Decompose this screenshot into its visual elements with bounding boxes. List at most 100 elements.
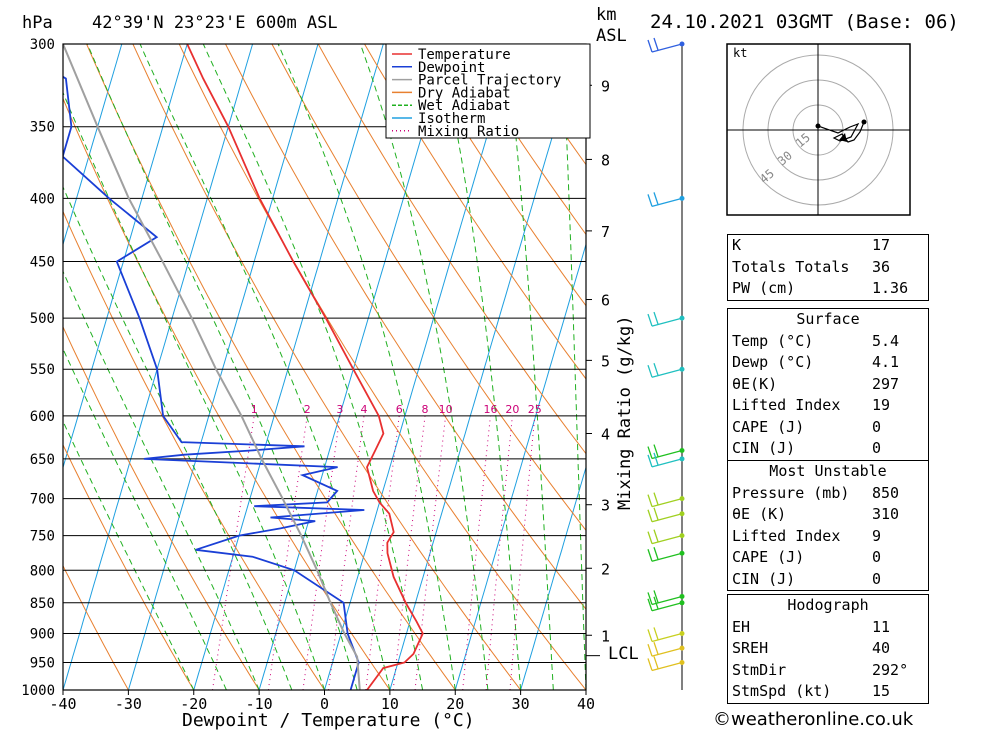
mixing-ratio-tick-label: 2 — [304, 403, 311, 416]
temperature-tick-label: 0 — [320, 695, 329, 713]
row-value: 5.4 — [872, 331, 900, 350]
table-title: Hodograph — [787, 596, 869, 614]
pressure-tick-label: 450 — [30, 255, 55, 271]
wind-level-dot — [679, 593, 685, 599]
pressure-unit: hPa — [22, 13, 53, 33]
dry-adiabat-line — [410, 44, 586, 307]
wind-level-dot — [679, 630, 685, 636]
mixing-ratio-tick-label: 20 — [505, 403, 519, 416]
wind-barb-flag — [647, 598, 653, 612]
table-row: CIN (J) 0 — [728, 569, 928, 591]
wind-level-dot — [679, 533, 685, 539]
row-value: 17 — [872, 236, 891, 254]
plot-frame — [62, 43, 587, 691]
row-value: 0 — [872, 548, 882, 566]
table-row: SREH 40 — [728, 638, 928, 660]
wind-barb-flag — [647, 39, 653, 53]
km-tick-label: 9 — [601, 77, 610, 95]
wind-barb-flag — [653, 529, 659, 542]
legend-item: Dewpoint — [418, 60, 485, 76]
legend-item: Temperature — [418, 47, 511, 63]
lcl-label: LCL — [608, 644, 639, 664]
wind-barb-flag — [653, 444, 659, 457]
wind-barb — [651, 632, 683, 643]
surface-table: Surface Temp (°C) 5.4 Dewp (°C) 4.1 θE(K) 297 L… — [727, 308, 929, 461]
table-row: Lifted Index 19 — [728, 395, 928, 417]
temperature-line — [186, 44, 424, 690]
legend-item: Isotherm — [418, 111, 485, 127]
pressure-tick-label: 500 — [30, 311, 55, 327]
dewpoint-line — [63, 75, 365, 690]
table-title: Surface — [796, 310, 860, 328]
pressure-tick-label: 700 — [30, 492, 55, 508]
row-key: CAPE (J) — [732, 548, 805, 566]
wet-adiabat-line — [359, 44, 489, 690]
row-value: 15 — [872, 682, 891, 700]
mixing-ratio-tick-label: 1 — [251, 403, 258, 416]
row-value: 4.1 — [872, 353, 900, 371]
wind-barb-flag — [653, 452, 659, 466]
wind-barb — [651, 602, 683, 612]
parcel-trajectory-line — [63, 44, 361, 690]
km-tick-label: 5 — [601, 352, 610, 370]
mixing-ratio-tick-label: 6 — [396, 403, 403, 416]
row-key: StmDir — [732, 660, 787, 679]
legend-item: Dry Adiabat — [418, 85, 511, 101]
isotherm-line — [258, 44, 450, 690]
pressure-tick-label: 1000 — [21, 683, 55, 699]
dry-adiabat-line — [86, 44, 456, 690]
wind-level-dot — [679, 600, 685, 606]
wind-barb-flag — [647, 658, 653, 671]
wet-adiabat-line — [277, 44, 456, 690]
wind-barb-flag — [653, 547, 659, 560]
hodograph-trace — [817, 121, 865, 143]
wind-barb-flag — [653, 192, 659, 205]
km-tick-label: 2 — [601, 560, 610, 578]
wind-barb-flag — [647, 494, 653, 507]
wind-barb — [651, 513, 683, 523]
wind-barb-flag — [647, 365, 653, 378]
km-tick-label: 6 — [601, 292, 610, 310]
mixing-ratio-line — [392, 415, 426, 690]
copyright-footer: ©weatheronline.co.uk — [713, 709, 914, 730]
temperature-tick-label: -30 — [115, 695, 142, 713]
pressure-tick-label: 350 — [30, 120, 55, 136]
row-value: 9 — [872, 526, 882, 545]
wind-barb — [651, 497, 683, 508]
row-key: SREH — [732, 639, 769, 657]
wind-level-dot — [679, 456, 685, 462]
mixing-ratio-label: Mixing Ratio (g/kg) — [615, 316, 635, 510]
isotherm-line — [63, 44, 123, 247]
km-tick-label: 8 — [601, 151, 610, 169]
wind-barb-flag — [647, 643, 653, 657]
wind-barb — [651, 595, 683, 606]
temperature-tick-label: -10 — [246, 695, 273, 713]
pressure-tick-label: 400 — [30, 191, 55, 207]
km-unit: km — [596, 5, 616, 25]
wind-barb — [651, 552, 683, 562]
legend-item: Parcel Trajectory — [418, 73, 561, 89]
row-key: EH — [732, 617, 751, 636]
row-value: 11 — [872, 617, 891, 636]
dry-adiabat-line — [364, 44, 586, 380]
wind-barb-flag — [653, 596, 659, 610]
wind-barb-flag — [653, 492, 659, 505]
wind-level-dot — [679, 550, 685, 556]
wind-barb-flag — [653, 656, 659, 669]
mixing-ratio-line — [267, 415, 308, 690]
row-value: 297 — [872, 374, 900, 393]
row-key: θE(K) — [732, 374, 778, 393]
pressure-tick-label: 950 — [30, 655, 55, 671]
table-row: StmSpd (kt) 15 — [728, 681, 928, 703]
table-row: Dewp (°C) 4.1 — [728, 352, 928, 374]
table-row: StmDir 292° — [728, 660, 928, 682]
wind-level-dot — [679, 195, 685, 201]
table-row: K 17 — [728, 235, 928, 257]
datetime-title: 24.10.2021 03GMT (Base: 06) — [650, 11, 959, 33]
mixing-ratio-tick-label: 4 — [361, 403, 368, 416]
wind-barb-flag — [653, 311, 659, 325]
wind-barb-flag — [653, 507, 659, 520]
mixing-ratio-tick-label: 8 — [422, 403, 429, 416]
wind-level-dot — [679, 659, 685, 665]
